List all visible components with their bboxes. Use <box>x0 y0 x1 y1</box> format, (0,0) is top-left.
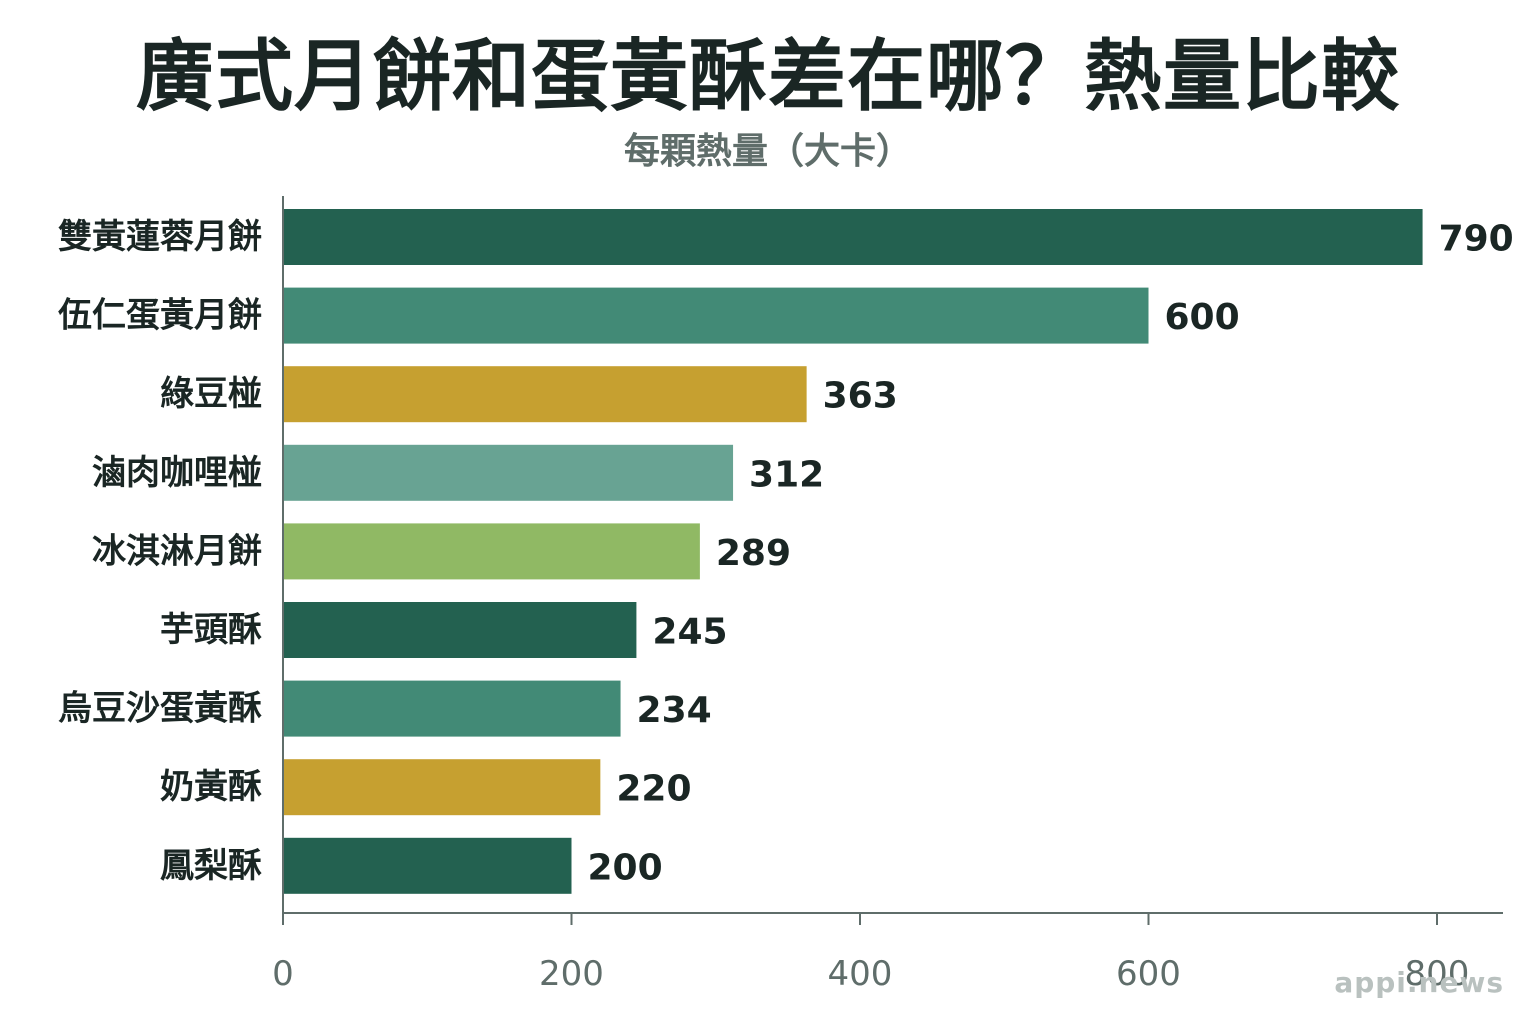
bar-2 <box>283 366 807 423</box>
chart-subtitle: 每顆熱量（大卡） <box>623 131 912 172</box>
bar-7 <box>283 759 601 816</box>
category-label-2: 綠豆椪 <box>160 374 262 414</box>
axes-group <box>282 196 1503 914</box>
bar-1 <box>283 287 1149 344</box>
x-axis-ticks: 0 200 400 600 800 <box>272 913 1469 994</box>
value-labels: 790 600 363 312 289 245 234 220 200 <box>588 219 1514 889</box>
bar-8 <box>283 837 572 894</box>
value-label-0: 790 <box>1439 219 1514 260</box>
bar-5 <box>283 602 637 658</box>
bars-group <box>283 209 1423 894</box>
chart-title: 廣式月餅和蛋黃酥差在哪？熱量比較 <box>135 32 1400 122</box>
category-label-1: 伍仁蛋黃月餅 <box>58 296 262 336</box>
value-label-1: 600 <box>1165 297 1240 338</box>
x-tick-label-1: 200 <box>539 954 604 994</box>
value-label-4: 289 <box>716 533 791 574</box>
value-label-2: 363 <box>823 376 898 417</box>
category-label-7: 奶黃酥 <box>160 767 262 807</box>
bar-3 <box>283 444 734 501</box>
category-label-3: 滷肉咖哩椪 <box>92 453 262 493</box>
value-label-7: 220 <box>616 769 691 810</box>
x-tick-label-4: 800 <box>1405 954 1470 994</box>
category-label-6: 烏豆沙蛋黃酥 <box>58 689 262 729</box>
value-label-5: 245 <box>652 612 727 653</box>
value-label-3: 312 <box>749 454 824 495</box>
category-label-0: 雙黃蓮蓉月餅 <box>58 217 262 257</box>
bar-6 <box>283 680 621 737</box>
category-label-5: 芋頭酥 <box>160 610 262 650</box>
category-label-4: 冰淇淋月餅 <box>92 531 262 571</box>
category-label-8: 鳳梨酥 <box>160 846 262 886</box>
x-tick-label-2: 400 <box>828 954 893 994</box>
bar-0 <box>283 209 1423 265</box>
x-tick-label-3: 600 <box>1116 954 1181 994</box>
watermark-logo: appi.news <box>1334 966 1504 999</box>
bar-4 <box>283 523 700 580</box>
value-label-6: 234 <box>637 690 712 731</box>
x-tick-label-0: 0 <box>272 954 294 994</box>
value-label-8: 200 <box>588 847 663 888</box>
